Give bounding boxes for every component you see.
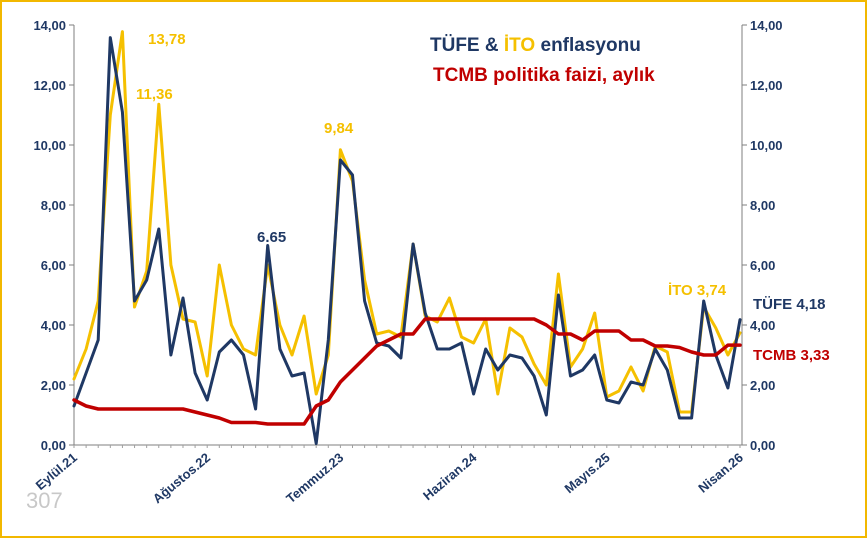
y-tick-label-left: 0,00 (41, 438, 66, 453)
y-tick-label-right: 2,00 (750, 378, 775, 393)
tufe-series-line (72, 36, 742, 445)
y-axis-right-ticks: 0,00 2,00 4,00 6,00 8,00 10,00 12,00 14,00 (742, 18, 783, 453)
y-tick-label-left: 10,00 (33, 138, 66, 153)
title-rest: enflasyonu (535, 35, 641, 56)
page-number-watermark: 307 (26, 488, 63, 513)
y-tick-label-right: 12,00 (750, 78, 783, 93)
annotation-ito-peak: 13,78 (148, 31, 186, 48)
y-tick-label-left: 4,00 (41, 318, 66, 333)
y-tick-label-left: 6,00 (41, 258, 66, 273)
y-tick-label-left: 2,00 (41, 378, 66, 393)
chart-title-line1: TÜFE & İTO enflasyonu (430, 35, 641, 56)
y-tick-label-left: 12,00 (33, 78, 66, 93)
ito-series-line (72, 30, 742, 414)
chart-title-line2: TCMB politika faizi, aylık (433, 65, 655, 86)
annotation-ito-second: 11,36 (136, 86, 173, 103)
annotation-tcmb-last: TCMB 3,33 (753, 347, 830, 364)
axes (73, 25, 743, 446)
x-tick-label: Nisan.26 (695, 450, 746, 496)
annotation-tufe-last: TÜFE 4,18 (753, 296, 826, 313)
y-tick-label-right: 0,00 (750, 438, 775, 453)
title-amp: & (480, 35, 504, 56)
x-tick-label: Temmuz.23 (283, 450, 346, 506)
title-ito: İTO (504, 35, 535, 56)
x-tick-label: Mayıs.25 (562, 450, 613, 496)
y-tick-label-right: 14,00 (750, 18, 783, 33)
tcmb-series-line (72, 317, 742, 426)
x-tick-label: Haziran.24 (420, 449, 480, 503)
y-tick-label-left: 14,00 (33, 18, 66, 33)
y-axis-left-ticks: 0,00 2,00 4,00 6,00 8,00 10,00 12,00 14,00 (33, 18, 74, 453)
y-tick-label-right: 10,00 (750, 138, 783, 153)
series-lines (72, 30, 742, 445)
annotation-ito-last: İTO 3,74 (668, 282, 727, 299)
annotation-tufe-mid: 6.65 (257, 229, 286, 246)
y-tick-label-left: 8,00 (41, 198, 66, 213)
x-tick-label: Eylül.21 (33, 450, 80, 493)
annotation-ito-2023: 9,84 (324, 120, 354, 137)
y-tick-label-right: 6,00 (750, 258, 775, 273)
title-tufe: TÜFE (430, 35, 480, 56)
x-axis-ticks: Eylül.21 Ağustos.22 Temmuz.23 Haziran.24 May… (33, 445, 746, 506)
y-tick-label-right: 4,00 (750, 318, 775, 333)
x-tick-label: Ağustos.22 (150, 450, 213, 507)
y-tick-label-right: 8,00 (750, 198, 775, 213)
annotations: 13,78 11,36 6.65 9,84 İTO 3,74 TÜFE 4,18 TCMB … (136, 31, 830, 364)
